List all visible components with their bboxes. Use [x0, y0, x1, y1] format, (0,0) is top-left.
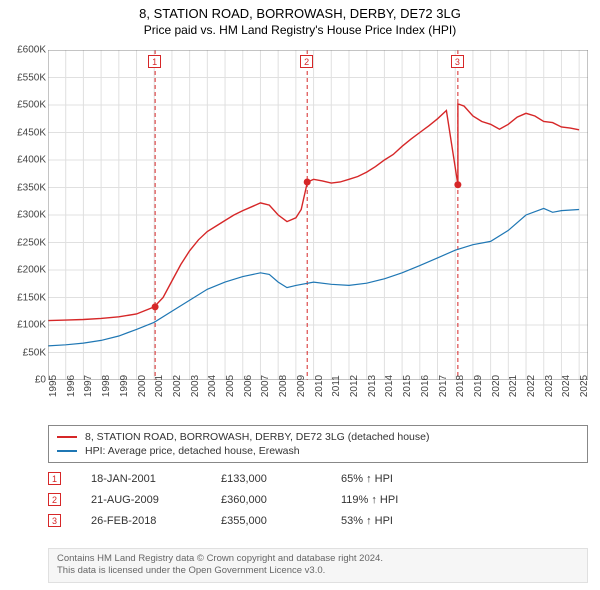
x-tick-label: 1998: [101, 375, 112, 397]
events-table: 1 18-JAN-2001 £133,000 65% ↑ HPI 2 21-AU…: [48, 468, 588, 531]
footer-line: Contains HM Land Registry data © Crown c…: [57, 553, 579, 565]
y-tick-label: £200K: [2, 265, 46, 276]
legend-item: HPI: Average price, detached house, Erew…: [57, 444, 579, 458]
x-tick-label: 2003: [190, 375, 201, 397]
event-row: 2 21-AUG-2009 £360,000 119% ↑ HPI: [48, 489, 588, 510]
x-tick-label: 2000: [137, 375, 148, 397]
x-tick-label: 2016: [420, 375, 431, 397]
event-row: 1 18-JAN-2001 £133,000 65% ↑ HPI: [48, 468, 588, 489]
chart-subtitle: Price paid vs. HM Land Registry's House …: [0, 23, 600, 37]
x-tick-label: 1999: [119, 375, 130, 397]
x-tick-label: 2007: [260, 375, 271, 397]
x-tick-label: 2017: [438, 375, 449, 397]
y-tick-label: £0: [2, 375, 46, 386]
x-tick-label: 2018: [455, 375, 466, 397]
x-tick-label: 2005: [225, 375, 236, 397]
y-tick-label: £450K: [2, 127, 46, 138]
x-tick-label: 2019: [473, 375, 484, 397]
x-tick-label: 2009: [296, 375, 307, 397]
chart-title: 8, STATION ROAD, BORROWASH, DERBY, DE72 …: [0, 6, 600, 21]
event-date: 26-FEB-2018: [91, 515, 221, 527]
x-tick-label: 2008: [278, 375, 289, 397]
y-tick-label: £150K: [2, 292, 46, 303]
x-tick-label: 2010: [314, 375, 325, 397]
event-delta: 65% ↑ HPI: [341, 473, 481, 485]
event-price: £133,000: [221, 473, 341, 485]
y-tick-label: £550K: [2, 72, 46, 83]
x-tick-label: 2024: [561, 375, 572, 397]
y-tick-label: £100K: [2, 320, 46, 331]
x-tick-label: 1996: [66, 375, 77, 397]
chart-svg: [48, 50, 588, 380]
event-delta: 119% ↑ HPI: [341, 494, 481, 506]
event-marker-box: 1: [148, 55, 161, 68]
y-tick-label: £500K: [2, 100, 46, 111]
event-price: £355,000: [221, 515, 341, 527]
event-marker-badge: 1: [48, 472, 61, 485]
event-price: £360,000: [221, 494, 341, 506]
legend-swatch: [57, 436, 77, 438]
x-tick-label: 2006: [243, 375, 254, 397]
x-tick-label: 2002: [172, 375, 183, 397]
event-delta: 53% ↑ HPI: [341, 515, 481, 527]
y-tick-label: £350K: [2, 182, 46, 193]
event-marker-box: 2: [300, 55, 313, 68]
x-tick-label: 2022: [526, 375, 537, 397]
x-tick-label: 2001: [154, 375, 165, 397]
y-tick-label: £400K: [2, 155, 46, 166]
x-tick-label: 1995: [48, 375, 59, 397]
legend-label: HPI: Average price, detached house, Erew…: [85, 445, 300, 457]
x-tick-label: 2023: [544, 375, 555, 397]
event-date: 18-JAN-2001: [91, 473, 221, 485]
event-date: 21-AUG-2009: [91, 494, 221, 506]
x-tick-label: 2025: [579, 375, 590, 397]
x-tick-label: 1997: [83, 375, 94, 397]
legend-swatch: [57, 450, 77, 452]
event-marker-badge: 2: [48, 493, 61, 506]
y-tick-label: £600K: [2, 45, 46, 56]
x-tick-label: 2004: [207, 375, 218, 397]
x-tick-label: 2015: [402, 375, 413, 397]
title-block: 8, STATION ROAD, BORROWASH, DERBY, DE72 …: [0, 0, 600, 37]
y-tick-label: £250K: [2, 237, 46, 248]
chart-container: 8, STATION ROAD, BORROWASH, DERBY, DE72 …: [0, 0, 600, 590]
x-tick-label: 2021: [508, 375, 519, 397]
legend-label: 8, STATION ROAD, BORROWASH, DERBY, DE72 …: [85, 431, 429, 443]
legend-item: 8, STATION ROAD, BORROWASH, DERBY, DE72 …: [57, 430, 579, 444]
attribution-footer: Contains HM Land Registry data © Crown c…: [48, 548, 588, 583]
x-tick-label: 2020: [491, 375, 502, 397]
x-tick-label: 2011: [331, 375, 342, 397]
x-tick-label: 2014: [384, 375, 395, 397]
event-marker-box: 3: [451, 55, 464, 68]
y-tick-label: £50K: [2, 347, 46, 358]
footer-line: This data is licensed under the Open Gov…: [57, 565, 579, 577]
event-row: 3 26-FEB-2018 £355,000 53% ↑ HPI: [48, 510, 588, 531]
legend: 8, STATION ROAD, BORROWASH, DERBY, DE72 …: [48, 425, 588, 463]
x-tick-label: 2012: [349, 375, 360, 397]
y-tick-label: £300K: [2, 210, 46, 221]
event-marker-badge: 3: [48, 514, 61, 527]
x-tick-label: 2013: [367, 375, 378, 397]
chart-plot-area: [48, 50, 588, 380]
